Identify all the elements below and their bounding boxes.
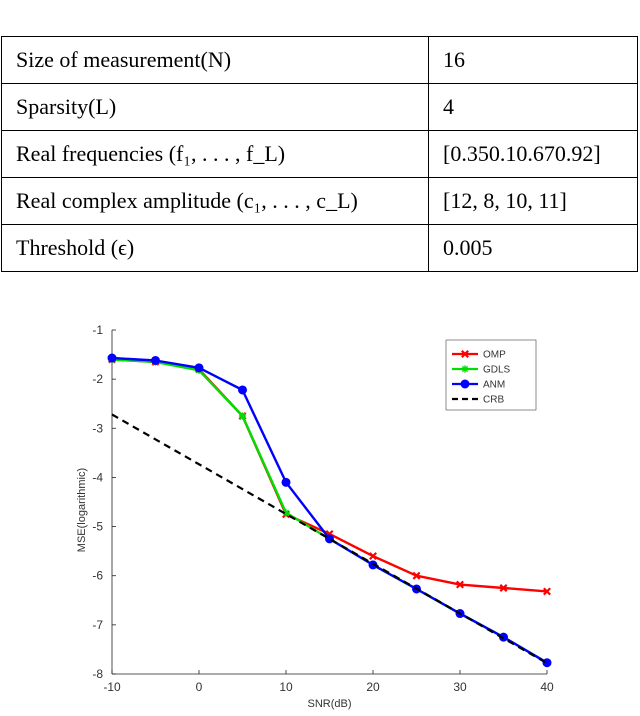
y-tick-label: -2	[92, 372, 103, 386]
table-cell-value: [12, 8, 10, 11]	[428, 177, 638, 225]
table-cell-value: 16	[428, 36, 638, 84]
legend-marker-anm	[460, 379, 470, 389]
table-cell-label: Real complex amplitude (c₁, . . . , c_L)	[1, 177, 429, 225]
gdls-point	[238, 412, 247, 420]
omp-point	[369, 552, 377, 561]
legend-label-crb: CRB	[483, 395, 504, 406]
y-tick-label: -5	[92, 520, 103, 534]
parameters-table: Size of measurement(N) 16 Sparsity(L) 4 …	[1, 36, 638, 272]
table-row: Real complex amplitude (c₁, . . . , c_L)…	[1, 177, 638, 225]
table-cell-value: 0.005	[428, 224, 638, 272]
anm-point	[107, 353, 117, 363]
legend: OMP GDLS ANM CRB	[445, 339, 537, 411]
x-tick-label: 40	[540, 680, 554, 694]
table-row: Size of measurement(N) 16	[1, 36, 638, 84]
y-tick-label: -6	[92, 569, 103, 583]
anm-point	[281, 477, 291, 487]
omp-point	[499, 584, 508, 592]
legend-marker-omp	[461, 350, 469, 358]
table-cell-value: 4	[428, 83, 638, 131]
axes: -1 -2 -3 -4 -5 -6 -7 -8-10 0 10 20 30 40	[92, 323, 554, 694]
y-axis-label: MSE(logarithmic)	[76, 468, 88, 552]
x-tick-label: 30	[453, 680, 467, 694]
y-tick-label: -1	[92, 323, 103, 337]
table-cell-label: Threshold (ϵ)	[1, 224, 429, 272]
legend-label-anm: ANM	[483, 380, 505, 391]
anm-point	[151, 355, 160, 365]
table-cell-label: Size of measurement(N)	[1, 36, 429, 84]
omp-point	[412, 571, 421, 580]
anm-point	[542, 658, 552, 668]
y-tick-label: -8	[92, 667, 103, 681]
omp-point	[456, 580, 464, 589]
y-tick-label: -7	[92, 618, 103, 632]
legend-box	[445, 339, 537, 411]
y-tick-label: -4	[92, 470, 103, 484]
legend-label-omp: OMP	[483, 350, 506, 361]
omp-point	[543, 587, 551, 596]
table-cell-label: Real frequencies (f₁, . . . , f_L)	[1, 130, 429, 178]
x-tick-label: 10	[279, 680, 293, 694]
gdls-point	[282, 509, 290, 517]
x-tick-label: 0	[196, 680, 203, 694]
table-row: Threshold (ϵ) 0.005	[1, 224, 638, 272]
x-axis-label: SNR(dB)	[307, 698, 351, 710]
anm-point	[194, 363, 204, 373]
x-tick-label: 20	[366, 680, 380, 694]
series-group	[107, 353, 552, 668]
table-cell-label: Sparsity(L)	[1, 83, 429, 131]
legend-label-gdls: GDLS	[483, 365, 511, 376]
legend-marker-gdls	[461, 365, 469, 373]
table-cell-value: [0.350.10.670.92]	[428, 130, 638, 178]
mse-vs-snr-chart: -1 -2 -3 -4 -5 -6 -7 -8-10 0 10 20 30 40 OMP GDLS ANM C…	[76, 323, 554, 710]
table-row: Sparsity(L) 4	[1, 83, 638, 131]
table-row: Real frequencies (f₁, . . . , f_L) [0.35…	[1, 130, 638, 178]
y-tick-label: -3	[92, 421, 103, 435]
anm-point	[238, 385, 247, 395]
x-tick-label: -10	[103, 680, 121, 694]
